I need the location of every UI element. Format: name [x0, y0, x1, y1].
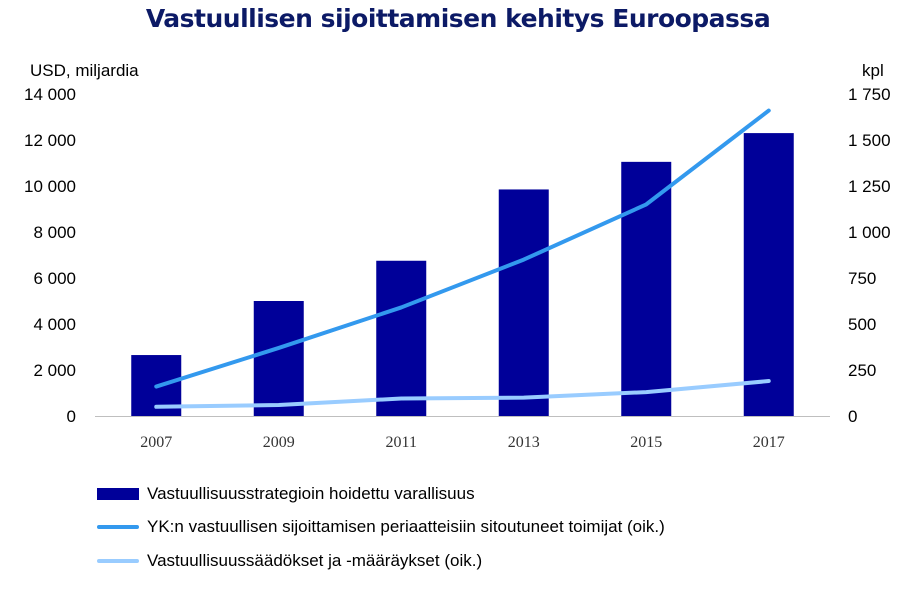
y-right-tick-label: 1 750: [848, 85, 891, 104]
y-right-tick-label: 500: [848, 315, 876, 334]
y-right-tick-label: 1 500: [848, 131, 891, 150]
y-axis-right-label: kpl: [862, 61, 884, 80]
legend-swatch-line: [97, 559, 139, 563]
y-right-tick-label: 250: [848, 361, 876, 380]
y-left-tick-label: 2 000: [33, 361, 76, 380]
y-right-tick-label: 0: [848, 407, 857, 426]
line-un-pri-signatories: [154, 108, 771, 389]
legend-label: YK:n vastuullisen sijoittamisen periaatt…: [147, 517, 665, 536]
x-tick-label: 2013: [508, 434, 540, 451]
y-right-tick-label: 1 000: [848, 223, 891, 242]
x-tick-label: 2017: [753, 434, 785, 451]
legend-item-regulations: Vastuullisuussäädökset ja -määräykset (o…: [97, 550, 482, 572]
bar-2015: [621, 161, 672, 416]
bar-2009: [253, 301, 304, 416]
y-left-tick-label: 0: [67, 407, 76, 426]
legend-label: Vastuullisuusstrategioin hoidettu varall…: [147, 484, 475, 503]
legend-item-bars: Vastuullisuusstrategioin hoidettu varall…: [97, 483, 475, 505]
x-tick-label: 2007: [140, 434, 172, 451]
x-tick-label: 2011: [386, 434, 417, 451]
y-left-tick-label: 8 000: [33, 223, 76, 242]
legend-item-un-pri: YK:n vastuullisen sijoittamisen periaatt…: [97, 516, 665, 538]
legend-label: Vastuullisuussäädökset ja -määräykset (o…: [147, 551, 483, 570]
y-left-tick-label: 10 000: [24, 177, 76, 196]
x-tick-label: 2015: [630, 434, 662, 451]
legend-swatch-bar: [97, 488, 139, 500]
chart-plot: 2007 2009 2011 2013 2015 2017 14 000 12 000 10 0…: [24, 85, 891, 451]
y-left-tick-label: 14 000: [24, 85, 76, 104]
bar-2013: [498, 189, 549, 416]
y-left-tick-label: 12 000: [24, 131, 76, 150]
y-left-tick-label: 4 000: [33, 315, 76, 334]
y-right-tick-label: 750: [848, 269, 876, 288]
y-right-tick-label: 1 250: [848, 177, 891, 196]
y-axis-left-label: USD, miljardia: [30, 61, 139, 80]
x-tick-label: 2009: [263, 434, 295, 451]
y-left-tick-label: 6 000: [33, 269, 76, 288]
legend-swatch-line: [97, 525, 139, 529]
bar-2011: [376, 260, 427, 416]
line-regulations: [154, 379, 771, 409]
chart-title: Vastuullisen sijoittamisen kehitys Euroo…: [145, 4, 771, 33]
bar-2017: [743, 133, 794, 416]
